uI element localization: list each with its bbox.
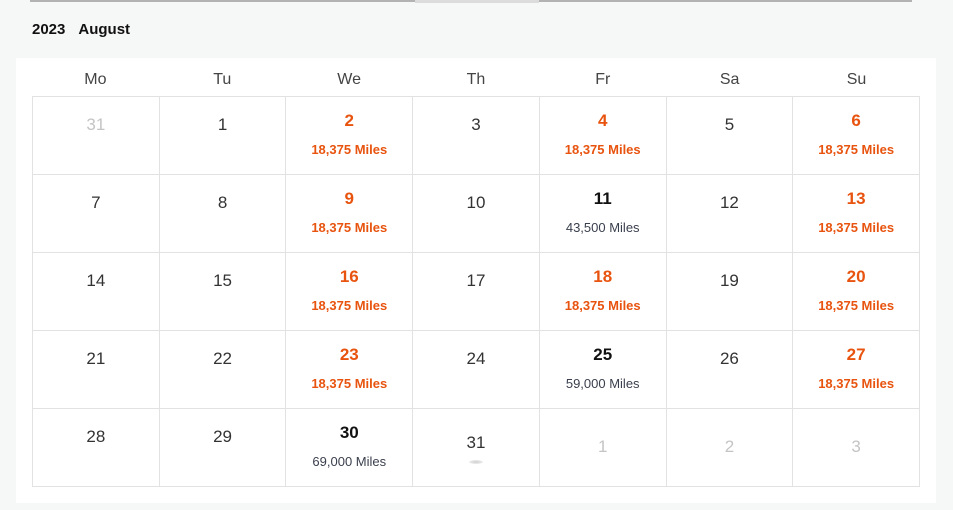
weekday-label: We bbox=[337, 71, 361, 88]
calendar-grid: 31 1 2 18,375 Miles 3 4 18,375 Miles 5 6 18,375 M… bbox=[32, 96, 920, 487]
day-number: 10 bbox=[466, 193, 486, 212]
calendar-day-cell[interactable]: 28 bbox=[33, 409, 160, 487]
day-number: 9 bbox=[344, 189, 355, 208]
calendar-day-cell[interactable]: 29 bbox=[159, 409, 287, 487]
weekday-label: Su bbox=[846, 71, 867, 88]
calendar-day-cell: 3 bbox=[793, 409, 920, 487]
miles-price: 18,375 Miles bbox=[818, 142, 895, 157]
day-number: 2 bbox=[344, 111, 355, 130]
calendar-day-cell[interactable]: 30 69,000 Miles bbox=[286, 409, 414, 487]
calendar-day-cell[interactable]: 15 bbox=[159, 253, 287, 331]
calendar-day-cell[interactable]: 3 bbox=[413, 97, 540, 175]
day-number: 2 bbox=[724, 437, 735, 456]
weekday-label: Mo bbox=[84, 71, 107, 88]
loading-spinner-icon bbox=[468, 460, 483, 464]
miles-price: 18,375 Miles bbox=[564, 142, 641, 157]
miles-price: 59,000 Miles bbox=[565, 376, 640, 391]
miles-price: 18,375 Miles bbox=[818, 220, 895, 235]
day-number: 31 bbox=[86, 115, 106, 134]
calendar-day-cell[interactable]: 18 18,375 Miles bbox=[539, 253, 667, 331]
calendar-day-cell[interactable]: 25 59,000 Miles bbox=[539, 331, 667, 409]
day-number: 23 bbox=[339, 345, 359, 364]
calendar-day-cell[interactable]: 27 18,375 Miles bbox=[793, 331, 920, 409]
calendar-day-cell[interactable]: 26 bbox=[666, 331, 794, 409]
calendar-day-cell[interactable]: 22 bbox=[159, 331, 287, 409]
calendar-day-cell[interactable]: 14 bbox=[33, 253, 160, 331]
day-number: 25 bbox=[593, 345, 613, 364]
day-number: 28 bbox=[86, 427, 106, 446]
day-number: 27 bbox=[846, 345, 866, 364]
top-scroll-thumb[interactable] bbox=[415, 0, 539, 3]
calendar-day-cell[interactable]: 23 18,375 Miles bbox=[286, 331, 414, 409]
day-number: 13 bbox=[846, 189, 866, 208]
day-number: 22 bbox=[213, 349, 233, 368]
calendar-day-cell[interactable]: 21 bbox=[33, 331, 160, 409]
day-number: 30 bbox=[339, 423, 359, 442]
weekday-label: Sa bbox=[719, 71, 740, 88]
day-number: 18 bbox=[593, 267, 613, 286]
calendar-day-cell[interactable]: 16 18,375 Miles bbox=[286, 253, 414, 331]
day-number: 24 bbox=[466, 349, 486, 368]
weekday-label: Fr bbox=[595, 71, 611, 88]
calendar-day-cell[interactable]: 1 bbox=[159, 97, 287, 175]
miles-price: 18,375 Miles bbox=[818, 298, 895, 313]
day-number: 21 bbox=[86, 349, 106, 368]
calendar-day-cell[interactable]: 12 bbox=[666, 175, 794, 253]
day-number: 29 bbox=[213, 427, 233, 446]
day-number: 1 bbox=[597, 437, 608, 456]
miles-price: 18,375 Miles bbox=[818, 376, 895, 391]
day-number: 5 bbox=[724, 115, 735, 134]
month-label: August bbox=[78, 20, 131, 38]
day-number: 8 bbox=[217, 193, 228, 212]
calendar-day-cell[interactable]: 4 18,375 Miles bbox=[539, 97, 667, 175]
day-number: 3 bbox=[471, 115, 481, 134]
day-number: 12 bbox=[719, 193, 739, 212]
calendar-day-cell[interactable]: 8 bbox=[159, 175, 287, 253]
day-number: 15 bbox=[213, 271, 233, 290]
year-label: 2023 bbox=[32, 20, 66, 38]
calendar-day-cell[interactable]: 11 43,500 Miles bbox=[539, 175, 667, 253]
day-number: 7 bbox=[91, 193, 101, 212]
calendar-header: 2023 August bbox=[32, 19, 130, 39]
day-number: 16 bbox=[339, 267, 359, 286]
day-number: 17 bbox=[466, 271, 486, 290]
day-number: 4 bbox=[597, 111, 608, 130]
calendar-day-cell[interactable]: 5 bbox=[666, 97, 794, 175]
miles-price: 18,375 Miles bbox=[311, 142, 388, 157]
calendar-day-cell: 2 bbox=[666, 409, 794, 487]
day-number: 1 bbox=[217, 115, 228, 134]
calendar-day-cell[interactable]: 17 bbox=[413, 253, 540, 331]
calendar-panel bbox=[16, 58, 936, 503]
day-number: 20 bbox=[846, 267, 866, 286]
day-number: 6 bbox=[851, 111, 861, 130]
calendar-day-cell[interactable]: 2 18,375 Miles bbox=[286, 97, 414, 175]
miles-price: 69,000 Miles bbox=[312, 454, 387, 469]
weekday-label: Th bbox=[466, 71, 486, 88]
day-number: 11 bbox=[593, 189, 612, 208]
calendar-day-cell: 31 bbox=[33, 97, 160, 175]
calendar-day-cell[interactable]: 20 18,375 Miles bbox=[793, 253, 920, 331]
weekday-label: Tu bbox=[213, 71, 232, 88]
calendar-day-cell: 1 bbox=[539, 409, 667, 487]
miles-price: 18,375 Miles bbox=[564, 298, 641, 313]
calendar-day-cell[interactable]: 24 bbox=[413, 331, 540, 409]
calendar-day-cell[interactable]: 13 18,375 Miles bbox=[793, 175, 920, 253]
miles-price: 43,500 Miles bbox=[565, 220, 640, 235]
weekday-header-row: Mo Tu We Th Fr Sa Su bbox=[32, 69, 920, 91]
calendar-day-cell[interactable]: 7 bbox=[33, 175, 160, 253]
calendar-day-cell[interactable]: 10 bbox=[413, 175, 540, 253]
calendar-day-cell[interactable]: 19 bbox=[666, 253, 794, 331]
miles-price: 18,375 Miles bbox=[311, 298, 388, 313]
day-number: 14 bbox=[86, 271, 106, 290]
miles-price: 18,375 Miles bbox=[311, 376, 388, 391]
day-number: 31 bbox=[466, 433, 486, 452]
calendar-day-cell[interactable]: 6 18,375 Miles bbox=[793, 97, 920, 175]
day-number: 3 bbox=[851, 437, 861, 456]
calendar-day-cell[interactable]: 31 bbox=[413, 409, 540, 487]
miles-price: 18,375 Miles bbox=[311, 220, 388, 235]
day-number: 19 bbox=[719, 271, 739, 290]
calendar-day-cell[interactable]: 9 18,375 Miles bbox=[286, 175, 414, 253]
day-number: 26 bbox=[719, 349, 739, 368]
